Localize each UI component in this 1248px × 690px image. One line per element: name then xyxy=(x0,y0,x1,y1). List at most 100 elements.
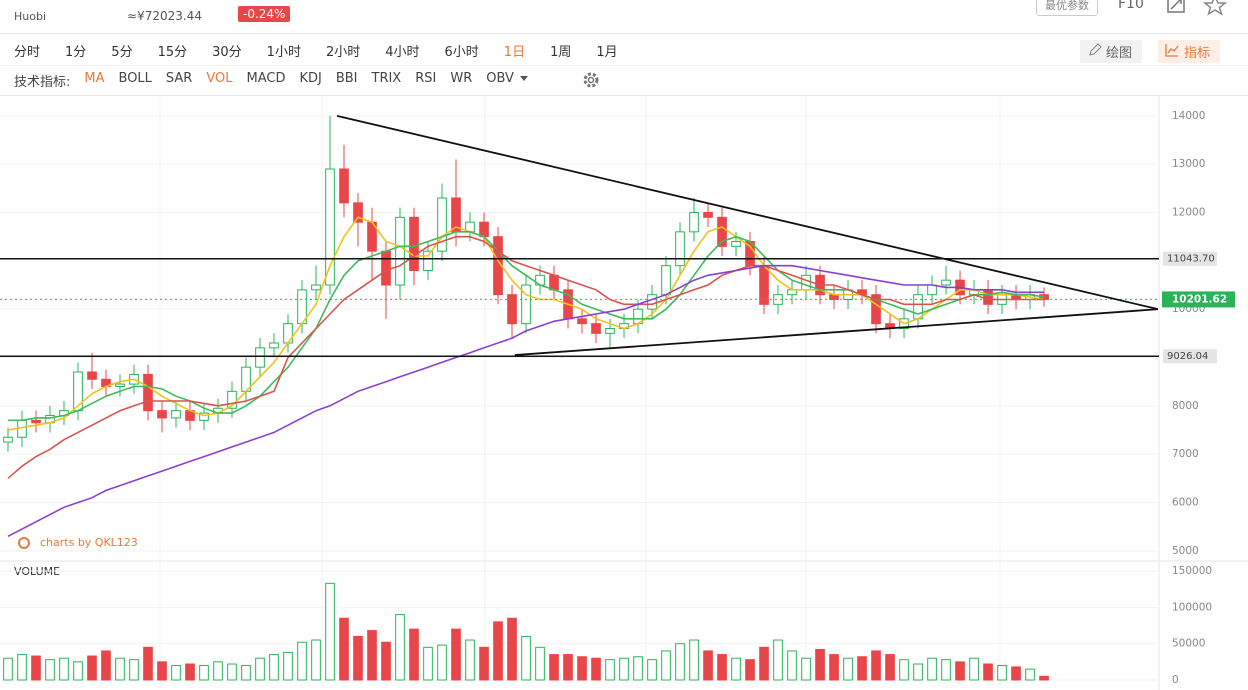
volume-bar xyxy=(689,639,699,681)
volume-bar xyxy=(423,646,433,681)
interval-tab[interactable]: 1月 xyxy=(596,45,618,60)
interval-tab[interactable]: 1小时 xyxy=(266,45,301,60)
volume-bar xyxy=(969,657,979,681)
candle-body xyxy=(395,216,405,286)
level-label: 9026.04 xyxy=(1167,351,1208,362)
f10-button[interactable]: F10 xyxy=(1118,0,1144,12)
volume-bar xyxy=(857,656,867,681)
expand-icon[interactable] xyxy=(1166,0,1188,16)
indicator-tab[interactable]: BBI xyxy=(335,71,358,86)
indicator-bar: 技术指标: MA BOLL SAR VOL MACD KDJ BBI TRIX RSI WR OBV xyxy=(14,71,543,90)
volume-bar xyxy=(773,639,783,681)
interval-tab[interactable]: 30分 xyxy=(212,45,242,60)
indicator-tab[interactable]: MACD xyxy=(246,71,286,86)
change-badge: -0.24% xyxy=(238,6,291,22)
candle-body xyxy=(941,279,951,286)
indicator-tab[interactable]: KDJ xyxy=(299,71,322,86)
indicator-tab[interactable]: OBV xyxy=(486,71,529,90)
volume-bar xyxy=(87,655,97,681)
volume-tick-label: 150000 xyxy=(1172,565,1212,577)
trend-line xyxy=(514,308,1159,356)
indicator-tab[interactable]: SAR xyxy=(165,71,193,86)
volume-bar xyxy=(899,659,909,681)
settings-icon[interactable] xyxy=(582,71,600,89)
indicator-tab[interactable]: WR xyxy=(450,71,473,86)
volume-bar xyxy=(815,648,825,681)
volume-bar xyxy=(885,654,895,681)
volume-bar xyxy=(437,644,447,681)
volume-bar xyxy=(955,661,965,681)
volume-bar xyxy=(829,654,839,681)
candle-body xyxy=(479,221,489,238)
volume-bar xyxy=(241,664,251,681)
interval-tab[interactable]: 15分 xyxy=(157,45,188,60)
volume-bar xyxy=(675,643,685,681)
volume-bar xyxy=(983,663,993,681)
candle-body xyxy=(703,212,713,218)
candle-body xyxy=(227,390,237,409)
volume-bar xyxy=(171,664,181,681)
volume-bar xyxy=(409,628,419,681)
chart-icon xyxy=(1165,44,1179,57)
indicator-button[interactable]: 指标 xyxy=(1158,40,1221,63)
volume-bar xyxy=(199,664,209,681)
volume-bar xyxy=(591,657,601,681)
candle-body xyxy=(913,294,923,320)
volume-bar xyxy=(661,650,671,681)
interval-tab[interactable]: 1周 xyxy=(550,45,572,60)
volume-bar xyxy=(297,641,307,681)
volume-bar xyxy=(1039,675,1049,681)
volume-bar xyxy=(353,635,363,681)
volume-bar xyxy=(101,650,111,681)
volume-bar xyxy=(493,621,503,681)
indicator-tab[interactable]: MA xyxy=(84,71,105,86)
volume-bar xyxy=(45,659,55,681)
moving-average-line xyxy=(7,216,1045,431)
indicator-tab[interactable]: VOL xyxy=(206,71,233,86)
candle-body xyxy=(143,373,153,412)
indicator-tab[interactable]: RSI xyxy=(415,71,437,86)
indicator-tab[interactable]: TRIX xyxy=(371,71,402,86)
volume-bar xyxy=(269,654,279,681)
candle-body xyxy=(759,265,769,305)
y-tick-label: 6000 xyxy=(1172,496,1199,508)
volume-bar xyxy=(213,661,223,681)
draw-button[interactable]: 绘图 xyxy=(1080,40,1143,63)
interval-tab[interactable]: 2小时 xyxy=(325,45,361,60)
separator xyxy=(0,33,1248,34)
level-label-box xyxy=(1163,251,1217,266)
volume-bar xyxy=(143,646,153,681)
y-tick-label: 12000 xyxy=(1172,207,1205,219)
interval-tab[interactable]: 分时 xyxy=(14,45,41,60)
candle-body xyxy=(353,202,363,223)
candle-body xyxy=(591,323,601,334)
star-icon[interactable] xyxy=(1203,0,1227,16)
interval-tab[interactable]: 4小时 xyxy=(385,45,420,60)
candle-body xyxy=(521,284,531,325)
best-params-button[interactable]: 最优参数 xyxy=(1036,0,1098,16)
level-label: 11043.70 xyxy=(1167,254,1215,265)
candle-body xyxy=(115,383,125,387)
caret xyxy=(519,76,528,81)
volume-bar xyxy=(451,628,461,681)
volume-bar xyxy=(3,657,13,681)
candle-body xyxy=(731,241,741,247)
candle-body xyxy=(983,289,993,305)
interval-tab[interactable]: 5分 xyxy=(111,45,133,60)
candle-body xyxy=(3,436,13,443)
indicator-label: 技术指标: xyxy=(14,75,71,90)
interval-tab[interactable]: 1日 xyxy=(503,45,526,60)
candle-body xyxy=(325,168,335,286)
volume-bar xyxy=(633,656,643,681)
candle-body xyxy=(647,294,657,310)
interval-tab[interactable]: 6小时 xyxy=(444,45,479,60)
volume-bar xyxy=(283,651,293,681)
indicator-tab[interactable]: BOLL xyxy=(118,71,152,86)
interval-tab[interactable]: 1分 xyxy=(65,45,87,60)
volume-bar xyxy=(465,639,475,681)
last-price-label: 10201.62 xyxy=(1172,293,1227,305)
vertical-grid xyxy=(159,96,1001,686)
volume-bar xyxy=(759,646,769,681)
volume-bar xyxy=(619,657,629,681)
